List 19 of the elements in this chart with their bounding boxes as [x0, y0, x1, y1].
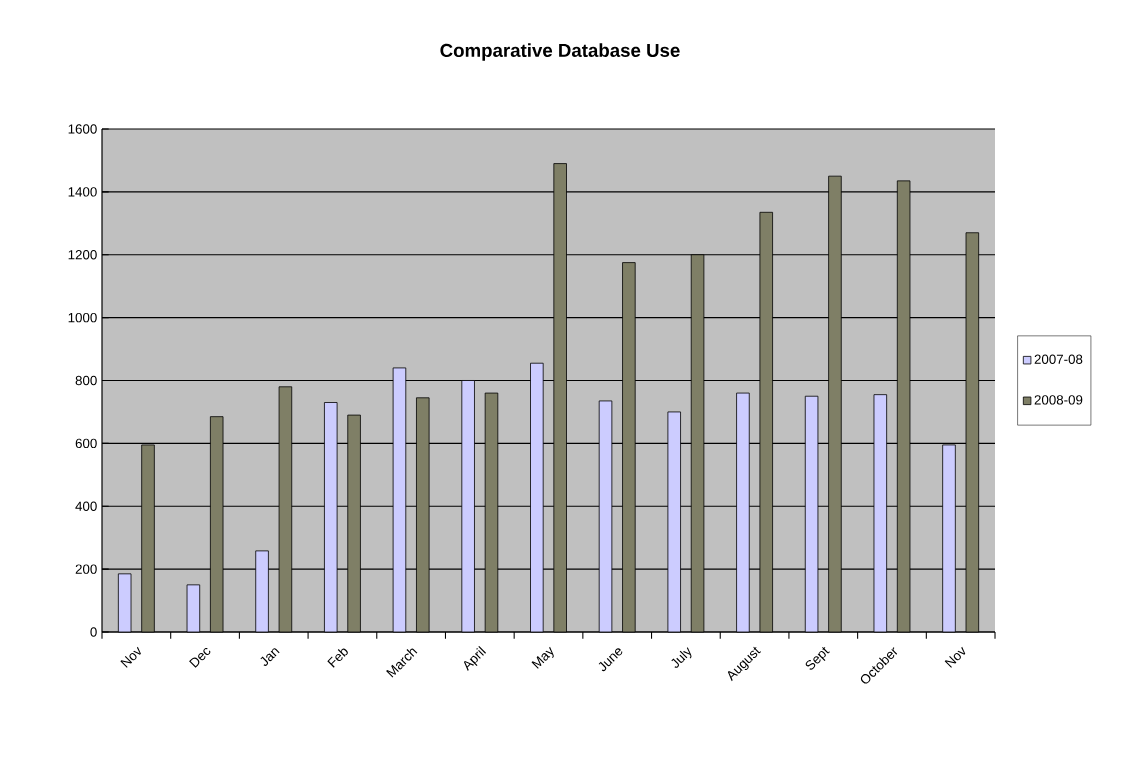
y-tick-label: 0: [90, 627, 97, 637]
y-tick-label: 1200: [68, 250, 97, 260]
x-tick-label: Nov: [120, 646, 141, 668]
x-tick-label: Jan: [260, 648, 280, 666]
legend-label: 2008-09: [1034, 395, 1083, 405]
x-tick-label: Feb: [327, 648, 348, 668]
y-tick-label: 200: [75, 564, 97, 574]
legend-label: 2007-08: [1034, 354, 1083, 364]
y-tick-label: 1000: [68, 312, 97, 323]
y-tick-label: 600: [75, 438, 97, 449]
y-tick-label: 400: [75, 501, 97, 511]
chart-title: Comparative Database Use: [440, 43, 680, 61]
x-tick-label: Dec: [189, 648, 211, 668]
x-tick-label: July: [671, 647, 692, 668]
y-tick-label: 800: [75, 375, 97, 386]
y-tick-label: 1400: [68, 187, 97, 197]
y-tick-label: 1600: [68, 124, 97, 134]
x-tick-label: May: [531, 646, 554, 669]
x-tick-label: Nov: [944, 646, 966, 668]
